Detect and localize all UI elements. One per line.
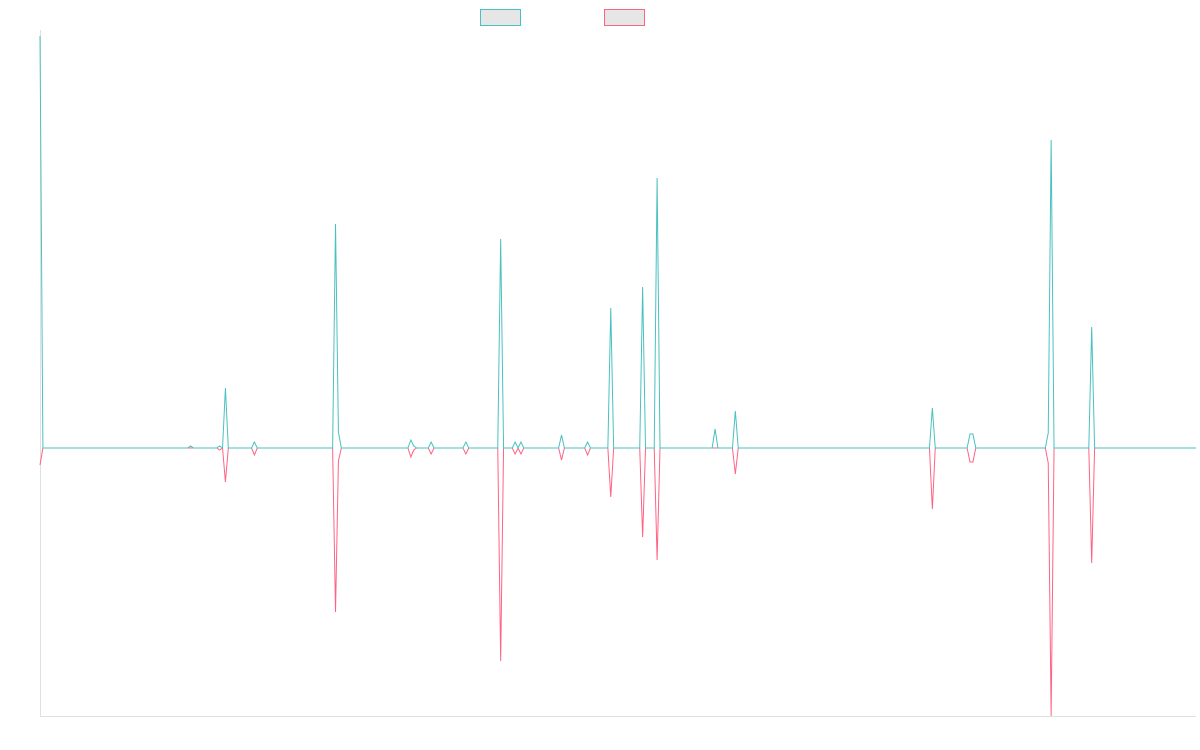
legend (480, 9, 645, 26)
series-line-1 (39, 35, 1196, 450)
series-line-2 (39, 446, 1196, 717)
axes (40, 30, 1196, 717)
legend-swatch-1[interactable] (480, 9, 521, 26)
series-group (39, 35, 1196, 717)
legend-swatch-2[interactable] (604, 9, 645, 26)
